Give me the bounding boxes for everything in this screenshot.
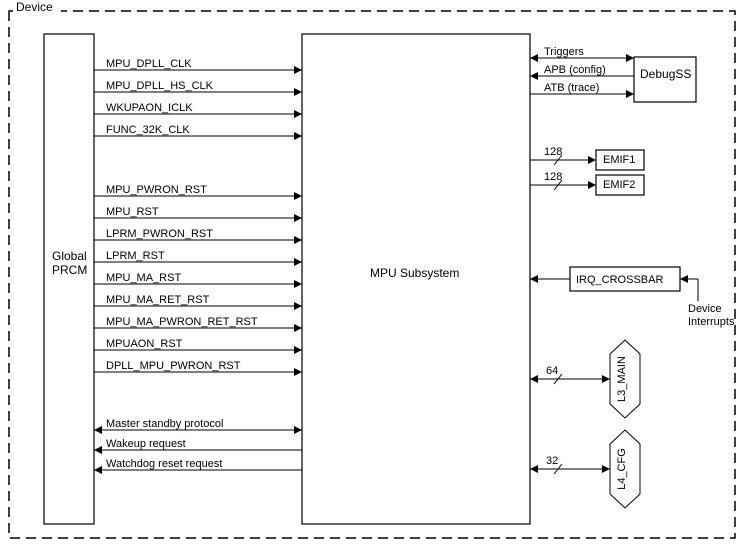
svg-text:DPLL_MPU_PWRON_RST: DPLL_MPU_PWRON_RST [106, 360, 241, 372]
svg-text:Watchdog reset request: Watchdog reset request [106, 458, 222, 470]
svg-text:MPU_PWRON_RST: MPU_PWRON_RST [106, 184, 207, 196]
svg-text:64: 64 [546, 365, 558, 377]
svg-text:MPU_MA_RET_RST: MPU_MA_RET_RST [106, 294, 210, 306]
svg-text:ATB (trace): ATB (trace) [544, 82, 599, 94]
svg-text:32: 32 [546, 455, 558, 467]
svg-text:LPRM_PWRON_RST: LPRM_PWRON_RST [106, 228, 213, 240]
svg-text:Triggers: Triggers [544, 46, 584, 58]
svg-text:128: 128 [544, 146, 562, 158]
svg-text:MPU_RST: MPU_RST [106, 206, 159, 218]
svg-text:WKUPAON_ICLK: WKUPAON_ICLK [106, 102, 193, 114]
svg-text:APB (config): APB (config) [544, 64, 606, 76]
svg-text:MPU_MA_RST: MPU_MA_RST [106, 272, 181, 284]
svg-text:L4_CFG: L4_CFG [616, 448, 628, 490]
svg-text:MPU_DPLL_HS_CLK: MPU_DPLL_HS_CLK [106, 80, 214, 92]
svg-text:DeviceInterrupts: DeviceInterrupts [688, 303, 735, 328]
svg-text:FUNC_32K_CLK: FUNC_32K_CLK [106, 124, 190, 136]
svg-text:GlobalPRCM: GlobalPRCM [52, 249, 87, 277]
svg-text:MPUAON_RST: MPUAON_RST [106, 338, 183, 350]
svg-text:LPRM_RST: LPRM_RST [106, 250, 165, 262]
svg-text:IRQ_CROSSBAR: IRQ_CROSSBAR [576, 274, 663, 286]
svg-text:DebugSS: DebugSS [640, 67, 691, 81]
svg-text:Device: Device [16, 0, 53, 14]
svg-text:128: 128 [544, 171, 562, 183]
svg-text:L3_MAIN: L3_MAIN [616, 356, 628, 402]
svg-text:EMIF2: EMIF2 [603, 179, 635, 191]
svg-text:MPU_MA_PWRON_RET_RST: MPU_MA_PWRON_RET_RST [106, 316, 258, 328]
svg-text:Wakeup request: Wakeup request [106, 438, 186, 450]
svg-text:EMIF1: EMIF1 [603, 154, 635, 166]
svg-text:MPU Subsystem: MPU Subsystem [370, 266, 459, 280]
svg-text:MPU_DPLL_CLK: MPU_DPLL_CLK [106, 58, 192, 70]
svg-text:Master standby protocol: Master standby protocol [106, 418, 223, 430]
